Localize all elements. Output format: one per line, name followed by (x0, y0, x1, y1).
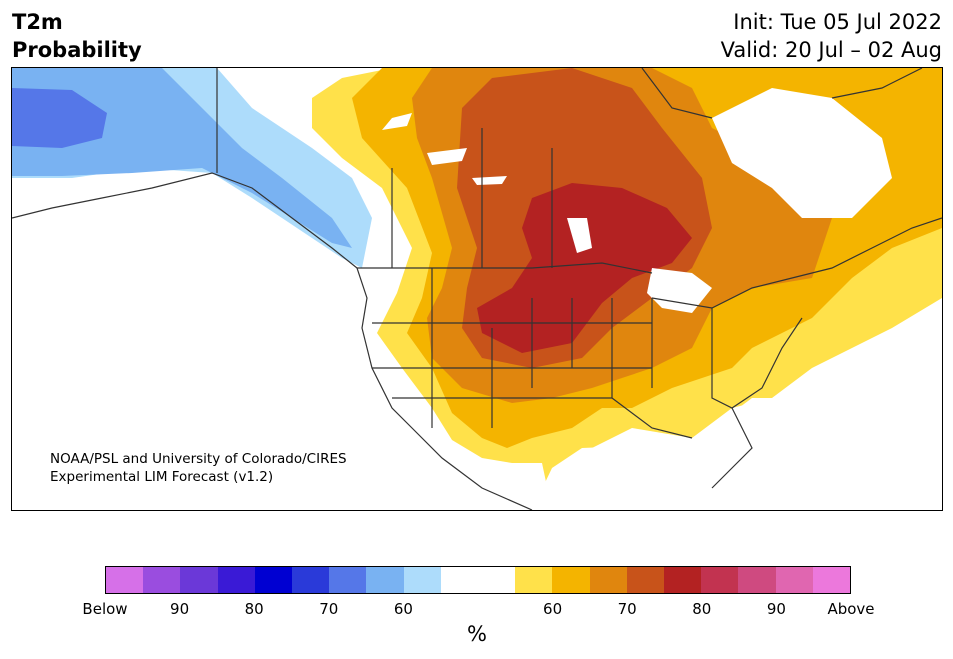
valid-range: Valid: 20 Jul – 02 Aug (720, 38, 942, 62)
colorbar (105, 566, 851, 594)
colorbar-swatch (552, 567, 590, 593)
lake (427, 148, 467, 165)
colorbar-swatch (812, 567, 851, 593)
colorbar-label: 70 (319, 600, 339, 618)
warm-region-p80 (477, 183, 692, 353)
map-title: T2m Probability (12, 8, 142, 64)
colorbar-swatch (589, 567, 627, 593)
colorbar-swatch (180, 567, 218, 593)
colorbar-label: 80 (692, 600, 712, 618)
colorbar-swatch (366, 567, 404, 593)
hudson-bay (712, 88, 892, 218)
colorbar-swatch (292, 567, 330, 593)
colorbar-unit: % (467, 622, 487, 646)
gulf (532, 398, 772, 510)
title-line-1: T2m (12, 10, 63, 34)
colorbar-swatch (440, 567, 479, 593)
colorbar-swatch (701, 567, 739, 593)
forecast-dates: Init: Tue 05 Jul 2022 Valid: 20 Jul – 02… (721, 8, 942, 64)
lake (567, 218, 592, 253)
colorbar-swatch (106, 567, 144, 593)
colorbar-swatch (329, 567, 367, 593)
colorbar-label: 60 (543, 600, 563, 618)
credit: NOAA/PSL and University of Colorado/CIRE… (50, 450, 347, 486)
colorbar-label: 70 (617, 600, 637, 618)
colorbar-swatch (478, 567, 516, 593)
colorbar-label: 90 (170, 600, 190, 618)
colorbar-swatch (738, 567, 776, 593)
colorbar-swatch (254, 567, 293, 593)
credit-line-2: Experimental LIM Forecast (v1.2) (50, 469, 274, 485)
colorbar-swatch (664, 567, 702, 593)
forecast-map: NOAA/PSL and University of Colorado/CIRE… (11, 67, 943, 511)
lake (647, 268, 712, 313)
credit-line-1: NOAA/PSL and University of Colorado/CIRE… (50, 451, 347, 467)
colorbar-swatch (403, 567, 441, 593)
colorbar-label: 90 (766, 600, 786, 618)
title-line-2: Probability (12, 38, 142, 62)
colorbar-label: Below (82, 600, 128, 618)
borders (12, 68, 942, 510)
colorbar-swatch (515, 567, 553, 593)
colorbar-label: 60 (393, 600, 413, 618)
colorbar-swatch (775, 567, 813, 593)
lake (382, 113, 412, 130)
init-date: Init: Tue 05 Jul 2022 (733, 10, 942, 34)
lake (472, 176, 507, 185)
colorbar-label: 80 (244, 600, 264, 618)
colorbar-label: Above (827, 600, 875, 618)
colorbar-swatch (143, 567, 181, 593)
colorbar-swatch (217, 567, 255, 593)
cold-region-dark (12, 88, 107, 148)
colorbar-swatch (626, 567, 665, 593)
map-svg (12, 68, 942, 510)
